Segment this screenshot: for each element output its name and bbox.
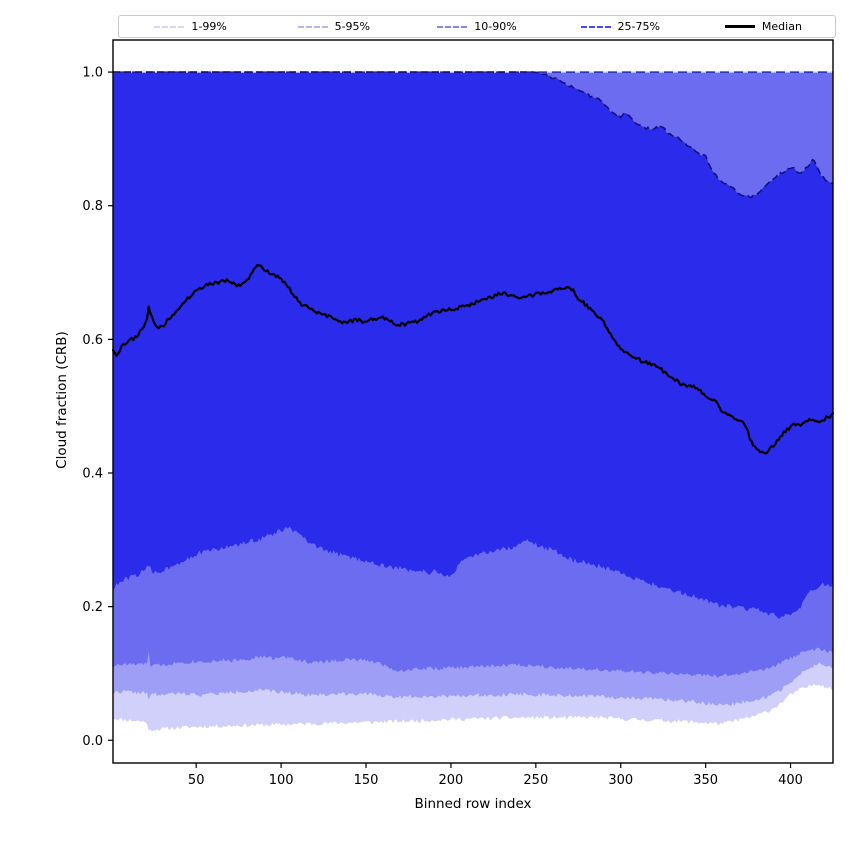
y-axis-label: Cloud fraction (CRB) xyxy=(54,330,70,469)
x-tick-label: 300 xyxy=(608,773,633,788)
x-tick-label: 350 xyxy=(693,773,718,788)
legend-line-sample xyxy=(154,25,185,28)
legend-line-sample xyxy=(297,25,328,28)
legend-item-label: 5-95% xyxy=(334,20,371,33)
band-fill-25-75pct xyxy=(113,72,833,619)
x-tick-label: 100 xyxy=(269,773,294,788)
x-tick-label: 150 xyxy=(354,773,379,788)
legend-item-label: Median xyxy=(761,20,802,33)
legend-item-10-90pct: 10-90% xyxy=(405,21,548,32)
y-tick-label: 1.0 xyxy=(82,66,103,81)
legend: 1-99% 5-95% 10-90% 25-75% Median xyxy=(118,15,836,38)
legend-item-5-95pct: 5-95% xyxy=(262,21,405,32)
axes-frame xyxy=(112,39,834,764)
y-tick-label: 0.2 xyxy=(82,600,103,615)
legend-line-sample xyxy=(580,25,611,28)
legend-item-1-99pct: 1-99% xyxy=(119,21,262,32)
median-line xyxy=(112,263,834,455)
y-tick-label: 0.8 xyxy=(82,199,103,214)
legend-item-label: 10-90% xyxy=(474,20,517,33)
x-tick-label: 250 xyxy=(523,773,548,788)
legend-item-label: 25-75% xyxy=(617,20,660,33)
plot-area xyxy=(112,71,834,732)
x-tick-label: 50 xyxy=(188,773,205,788)
x-tick-label: 200 xyxy=(439,773,464,788)
x-axis-label: Binned row index xyxy=(414,796,532,812)
axes-ticks: 50 100 150 200 250 300 350 400 0.0 0.2 0.4 0.6 0.8 1.… xyxy=(82,66,803,788)
legend-item-median: Median xyxy=(692,21,835,32)
y-tick-label: 0.0 xyxy=(82,734,103,749)
legend-item-25-75pct: 25-75% xyxy=(549,21,692,32)
y-tick-label: 0.4 xyxy=(82,466,103,481)
legend-item-label: 1-99% xyxy=(191,20,227,33)
legend-line-sample xyxy=(724,25,755,28)
y-tick-label: 0.6 xyxy=(82,333,103,348)
x-tick-label: 400 xyxy=(778,773,803,788)
legend-line-sample xyxy=(437,25,468,28)
